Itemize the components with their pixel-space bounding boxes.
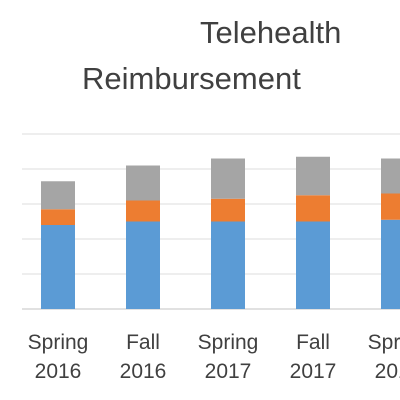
- x-tick-label-line-2: 2017: [290, 360, 337, 383]
- bar-segment: [211, 158, 245, 199]
- bar-segment: [296, 195, 330, 222]
- bar-segment: [381, 219, 400, 309]
- x-tick-label-line-1: Spring: [368, 331, 400, 354]
- x-tick-label-line-2: 2018: [375, 360, 400, 383]
- x-tick-label-line-1: Spring: [28, 331, 89, 354]
- bar-segment: [381, 193, 400, 220]
- bar-segment: [41, 225, 75, 309]
- x-tick-label-line-2: 2016: [35, 360, 82, 383]
- bar-segment: [211, 221, 245, 309]
- x-tick-label-line-1: Spring: [198, 331, 259, 354]
- x-tick-label-line-1: Fall: [126, 331, 160, 354]
- bar-segment: [296, 156, 330, 196]
- bar-segment: [381, 158, 400, 194]
- chart-title-line-2: Reimbursement: [82, 61, 301, 96]
- bar-segment: [211, 198, 245, 222]
- chart-title: Telehealth Reimbursement: [60, 10, 400, 102]
- x-tick-label-line-2: 2017: [205, 360, 252, 383]
- bar-segment: [126, 200, 160, 222]
- chart-title-line-1: Telehealth: [200, 15, 342, 50]
- bar-segment: [126, 165, 160, 201]
- x-tick-label-line-2: 2016: [120, 360, 167, 383]
- bar-segment: [41, 209, 75, 225]
- x-tick-label-line-1: Fall: [296, 331, 330, 354]
- bar-segment: [126, 221, 160, 309]
- bar-segment: [296, 221, 330, 309]
- bar-segment: [41, 181, 75, 210]
